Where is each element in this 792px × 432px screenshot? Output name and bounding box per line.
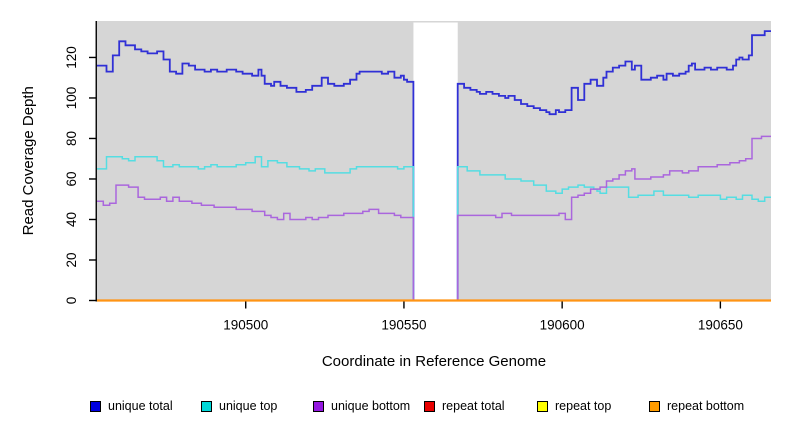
legend-label: unique bottom	[331, 399, 411, 413]
y-tick-label: 120	[64, 46, 79, 69]
x-tick-label: 190650	[698, 318, 743, 333]
y-tick-label: 60	[64, 171, 79, 186]
y-axis-title: Read Coverage Depth	[20, 86, 37, 235]
legend-swatch-unique-total-icon	[90, 400, 101, 412]
legend-item-repeat-total: repeat total	[424, 396, 505, 416]
series-unique-total-line	[97, 30, 771, 302]
y-tick-label: 20	[64, 252, 79, 267]
x-tick-label: 190500	[223, 318, 268, 333]
legend-label: repeat top	[555, 399, 612, 413]
legend-label: repeat total	[442, 399, 505, 413]
legend-item-unique-top: unique top	[201, 396, 277, 416]
y-tick-label: 40	[64, 212, 79, 227]
legend-label: repeat bottom	[667, 399, 745, 413]
legend-swatch-repeat-bottom-icon	[649, 400, 660, 412]
chart-legend: unique total unique top unique bottom repea…	[0, 396, 792, 418]
y-tick-label: 100	[64, 87, 79, 110]
y-tick-label: 0	[64, 297, 79, 305]
legend-item-repeat-bottom: repeat bottom	[649, 396, 744, 416]
legend-swatch-repeat-total-icon	[424, 400, 435, 412]
chart-canvas: 0 20 40 60 80 100 120 190500 190550 190600 190650 C…	[20, 21, 771, 370]
x-tick-label: 190600	[540, 318, 585, 333]
legend-swatch-unique-top-icon	[201, 400, 212, 412]
legend-item-unique-total: unique total	[90, 396, 173, 416]
legend-swatch-unique-bottom-icon	[313, 400, 324, 412]
legend-item-repeat-top: repeat top	[537, 396, 611, 416]
y-tick-label: 80	[64, 131, 79, 146]
legend-item-unique-bottom: unique bottom	[313, 396, 410, 416]
coverage-gap-band	[413, 22, 458, 301]
x-axis-title: Coordinate in Reference Genome	[322, 353, 546, 370]
legend-label: unique total	[108, 399, 173, 413]
legend-label: unique top	[219, 399, 278, 413]
legend-swatch-repeat-top-icon	[537, 400, 548, 412]
x-tick-label: 190550	[381, 318, 426, 333]
